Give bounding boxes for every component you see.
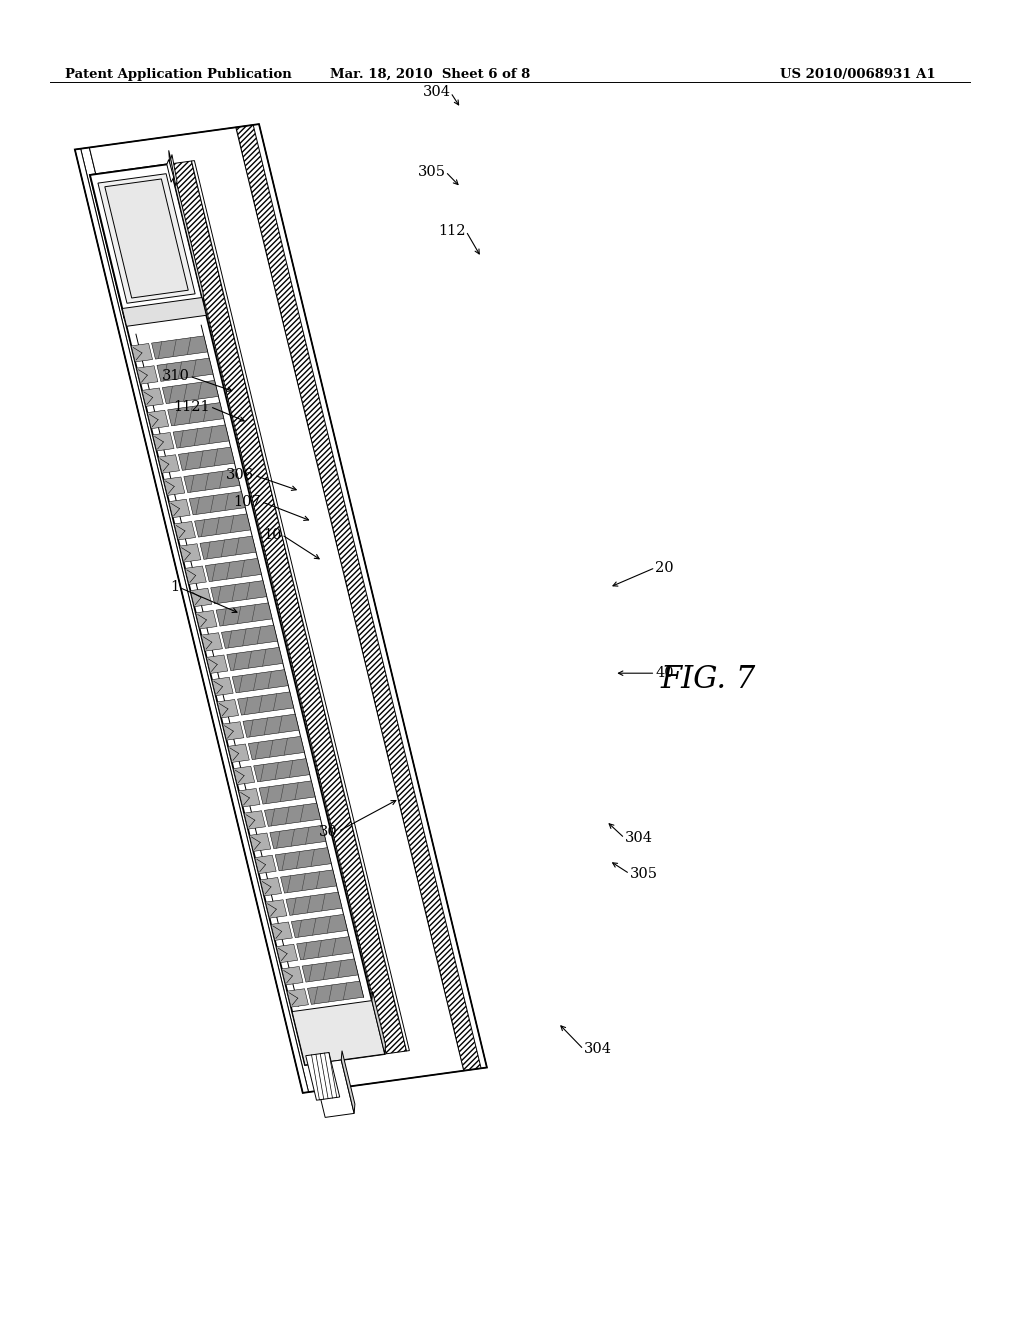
Polygon shape [227,647,283,671]
Polygon shape [169,499,190,517]
Polygon shape [211,581,267,603]
Polygon shape [244,810,265,829]
Polygon shape [104,180,188,298]
Polygon shape [259,781,315,804]
Polygon shape [196,610,217,628]
Polygon shape [228,744,249,763]
Text: 1121: 1121 [173,400,210,413]
Polygon shape [287,989,308,1007]
Polygon shape [167,160,174,182]
Polygon shape [157,358,213,381]
Polygon shape [236,124,482,1071]
Polygon shape [232,669,289,693]
Polygon shape [201,632,222,651]
Polygon shape [164,477,184,495]
Polygon shape [81,148,317,1092]
Polygon shape [75,149,308,1093]
Polygon shape [302,958,358,982]
Polygon shape [178,447,234,470]
Polygon shape [207,655,227,673]
Polygon shape [142,388,163,407]
Polygon shape [179,544,201,562]
Polygon shape [90,164,204,317]
Polygon shape [265,900,287,919]
Text: FIG. 7: FIG. 7 [660,664,756,696]
Polygon shape [282,966,303,985]
Polygon shape [174,521,196,540]
Polygon shape [195,513,251,537]
Polygon shape [239,788,260,807]
Polygon shape [191,161,410,1051]
Polygon shape [216,603,272,626]
Polygon shape [89,127,464,1090]
Polygon shape [276,944,298,962]
Polygon shape [292,915,347,937]
Polygon shape [260,878,282,896]
Text: 20: 20 [655,561,674,574]
Polygon shape [286,892,342,915]
Polygon shape [233,766,255,784]
Polygon shape [200,536,256,560]
Text: 112: 112 [438,224,466,238]
Polygon shape [158,454,179,473]
Text: 306: 306 [226,469,254,482]
Polygon shape [253,124,486,1068]
Polygon shape [222,722,244,741]
Polygon shape [217,700,239,718]
Polygon shape [168,403,224,426]
Text: Patent Application Publication: Patent Application Publication [65,69,292,81]
Polygon shape [153,433,174,451]
Text: 10: 10 [263,528,282,541]
Text: 304: 304 [625,832,652,845]
Text: Mar. 18, 2010  Sheet 6 of 8: Mar. 18, 2010 Sheet 6 of 8 [330,69,530,81]
Polygon shape [255,855,276,874]
Polygon shape [275,847,332,871]
Polygon shape [147,411,169,429]
Polygon shape [190,589,212,607]
Polygon shape [185,566,206,585]
Polygon shape [221,626,278,648]
Polygon shape [307,981,364,1005]
Text: 40: 40 [655,667,674,680]
Polygon shape [243,714,299,738]
Polygon shape [212,677,233,696]
Polygon shape [189,491,246,515]
Polygon shape [90,164,385,1065]
Text: 305: 305 [630,867,657,880]
Polygon shape [281,870,337,894]
Polygon shape [173,425,229,447]
Polygon shape [297,937,353,960]
Polygon shape [264,803,321,826]
Polygon shape [250,833,270,851]
Polygon shape [169,150,204,306]
Polygon shape [292,1001,385,1065]
Polygon shape [98,174,196,304]
Text: 107: 107 [233,495,261,508]
Text: US 2010/0068931 A1: US 2010/0068931 A1 [780,69,936,81]
Text: 1: 1 [170,581,179,594]
Polygon shape [254,759,310,781]
Polygon shape [206,558,261,582]
Polygon shape [131,343,153,362]
Polygon shape [306,1052,340,1100]
Polygon shape [312,1060,354,1118]
Text: 304: 304 [584,1043,611,1056]
Text: 30: 30 [319,825,338,838]
Polygon shape [171,154,177,186]
Polygon shape [184,470,240,492]
Text: 310: 310 [162,370,189,383]
Polygon shape [152,335,208,359]
Polygon shape [122,297,206,326]
Text: 305: 305 [418,165,445,178]
Polygon shape [341,1051,355,1113]
Polygon shape [372,991,385,1053]
Polygon shape [136,366,158,384]
Polygon shape [238,692,294,715]
Polygon shape [270,825,326,849]
Polygon shape [271,921,292,940]
Polygon shape [249,737,304,759]
Text: 304: 304 [423,86,451,99]
Polygon shape [171,161,407,1053]
Polygon shape [163,380,218,404]
